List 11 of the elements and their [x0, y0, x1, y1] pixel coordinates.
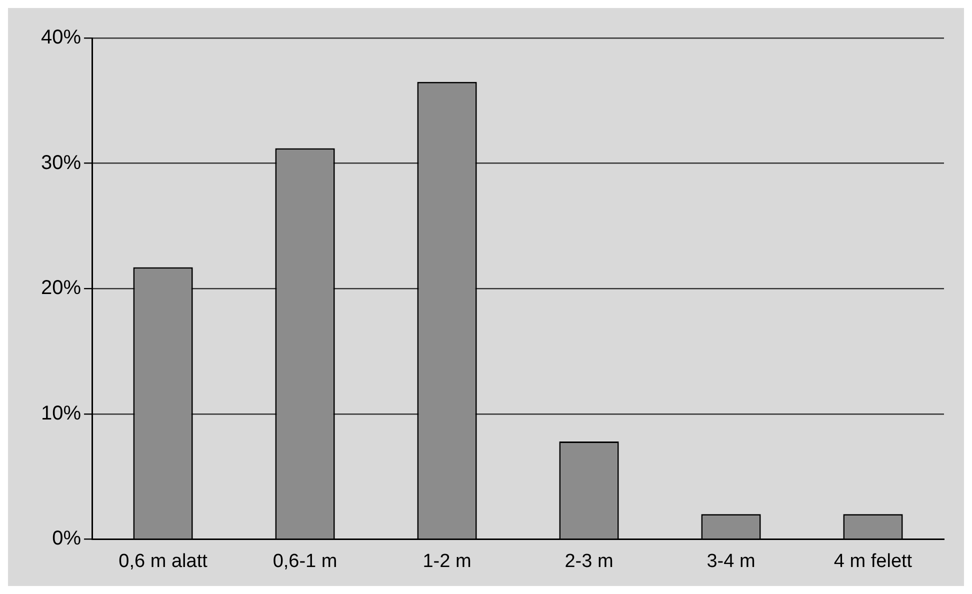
y-tick-label: 0% [52, 528, 82, 550]
x-tick-label: 1-2 m [422, 550, 472, 572]
y-tick-label: 10% [41, 402, 82, 424]
x-tick-label: 0,6 m alatt [118, 550, 208, 572]
x-tick-label: 4 m felett [834, 550, 913, 572]
x-tick-label: 2-3 m [564, 550, 614, 572]
x-tick-label: 3-4 m [706, 550, 756, 572]
y-tick-label: 20% [41, 277, 82, 300]
y-tick-label: 40% [41, 26, 82, 49]
y-tick-label: 30% [41, 152, 82, 174]
x-tick-label: 0,6-1 m [272, 550, 338, 572]
